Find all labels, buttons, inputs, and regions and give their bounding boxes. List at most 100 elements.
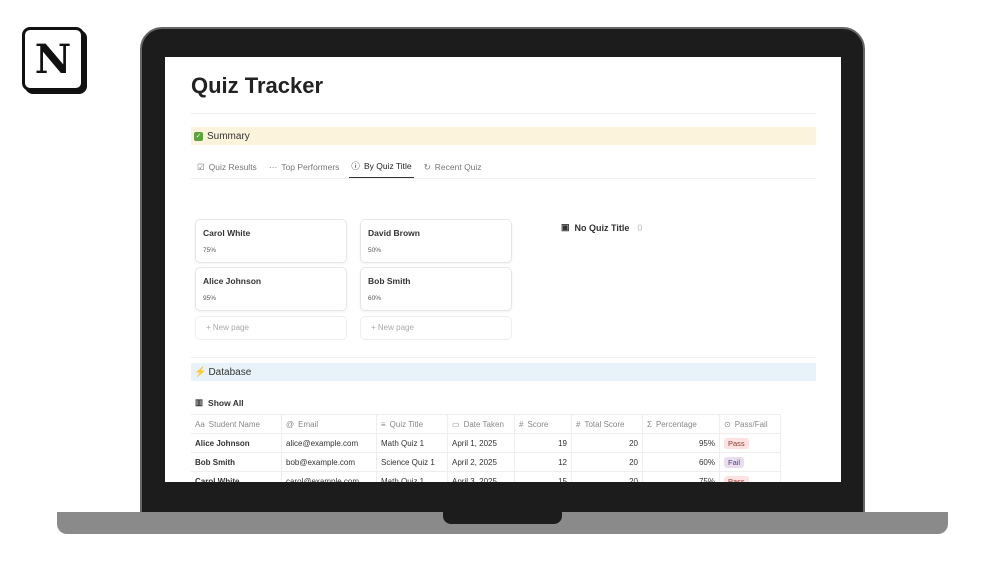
board-card[interactable]: Bob Smith 60% [360,267,512,311]
dots-icon: ··· [268,162,278,172]
card-name: David Brown [368,228,420,238]
check-icon: ✓ [194,131,203,141]
tab-label: Top Performers [281,162,340,172]
column-header[interactable]: Aa Student Name [191,414,282,434]
tab-by-quiz-title[interactable]: ⓘ By Quiz Title [349,157,414,179]
table-cell[interactable]: 20 [571,452,643,472]
view-label: Show All [208,397,244,408]
column-type-icon: ⊙ [724,419,731,429]
table-cell[interactable]: 12 [514,452,572,472]
table-cell[interactable]: Alice Johnson [191,433,282,453]
tab-label: Recent Quiz [434,162,482,172]
table-cell[interactable]: Carol White [191,471,282,482]
column-type-icon: ≡ [381,419,386,429]
database-heading[interactable]: ⚡ Database [191,363,816,381]
summary-label: Summary [207,130,250,142]
new-page-button[interactable]: + New page [195,316,347,340]
card-percentage: 50% [368,247,382,254]
page-title: Quiz Tracker [191,73,324,98]
column-label: Score [527,419,549,429]
new-page-button[interactable]: + New page [360,316,512,340]
card-percentage: 95% [203,295,217,302]
card-percentage: 75% [203,247,217,254]
table-cell[interactable]: 19 [514,433,572,453]
table-cell[interactable]: Science Quiz 1 [376,452,448,472]
refresh-icon: ↻ [423,161,431,172]
tab-recent-quiz[interactable]: ↻ Recent Quiz [422,157,484,179]
column-type-icon: # [576,419,581,429]
card-name: Alice Johnson [203,276,262,286]
table-row[interactable]: Alice Johnson alice@example.com Math Quiz … [191,433,781,453]
table-cell[interactable]: 75% [642,471,720,482]
notion-page: Quiz Tracker ✓ Summary ☑ Quiz Results ···… [165,57,841,482]
table-cell[interactable]: April 1, 2025 [447,433,515,453]
column-header[interactable]: ≡ Quiz Title [376,414,448,434]
table-row[interactable]: Bob Smith bob@example.com Science Quiz 1 Ap… [191,452,781,472]
column-type-icon: Aa [195,419,205,429]
divider [191,357,816,358]
table-cell[interactable]: carol@example.com [281,471,377,482]
table-cell[interactable]: 20 [571,471,643,482]
notion-logo: N [22,27,84,91]
new-page-label: New page [212,323,249,332]
table-cell[interactable]: Pass [719,471,781,482]
tab-top-performers[interactable]: ··· Top Performers [267,157,342,179]
table-cell[interactable]: Math Quiz 1 [376,471,448,482]
column-header[interactable]: # Total Score [571,414,643,434]
pass-fail-tag: Fail [724,456,745,468]
column-type-icon: # [519,419,524,429]
lightning-icon: ⚡ [194,366,207,378]
column-type-icon: ▭ [452,419,460,429]
new-page-label: New page [377,323,414,332]
column-label: Quiz Title [389,419,424,429]
column-label: Total Score [584,419,625,429]
table-cell[interactable]: Pass [719,433,781,453]
board-card[interactable]: David Brown 50% [360,219,512,263]
column-type-icon: @ [286,419,295,429]
table-cell[interactable]: Fail [719,452,781,472]
table-cell[interactable]: April 2, 2025 [447,452,515,472]
no-quiz-title-group[interactable]: ▣ No Quiz Title 0 [561,222,642,233]
column-label: Date Taken [463,419,504,429]
card-percentage: 60% [368,295,382,302]
group-label: No Quiz Title [574,222,630,233]
tab-quiz-results[interactable]: ☑ Quiz Results [195,157,259,179]
column-label: Percentage [655,419,697,429]
database-label: Database [208,366,252,378]
column-label: Student Name [208,419,260,429]
table-cell[interactable]: Bob Smith [191,452,282,472]
table-cell[interactable]: Math Quiz 1 [376,433,448,453]
pass-fail-tag: Pass [724,437,749,449]
column-header[interactable]: @ Email [281,414,377,434]
column-header[interactable]: Σ Percentage [642,414,720,434]
column-type-icon: Σ [647,419,652,429]
table-cell[interactable]: bob@example.com [281,452,377,472]
divider [191,113,816,114]
database-table: Aa Student Name @ Email ≡ Quiz Title ▭ Date Tak… [191,414,781,482]
summary-heading[interactable]: ✓ Summary [191,127,816,145]
pass-fail-tag: Pass [724,475,749,482]
table-cell[interactable]: 60% [642,452,720,472]
table-cell[interactable]: April 3, 2025 [447,471,515,482]
board-card[interactable]: Alice Johnson 95% [195,267,347,311]
table-cell[interactable]: 95% [642,433,720,453]
table-cell[interactable]: 15 [514,471,572,482]
tab-label: Quiz Results [208,162,257,172]
view-show-all[interactable]: ▥ Show All [195,397,244,408]
column-header[interactable]: ▭ Date Taken [447,414,515,434]
table-cell[interactable]: alice@example.com [281,433,377,453]
board-card[interactable]: Carol White 75% [195,219,347,263]
column-label: Email [298,419,319,429]
checkbox-icon: ☑ [197,161,205,172]
column-header[interactable]: # Score [514,414,572,434]
tab-label: By Quiz Title [363,161,412,171]
column-header[interactable]: ⊙ Pass/Fail [719,414,781,434]
laptop-notch [443,512,562,524]
table-cell[interactable]: 20 [571,433,643,453]
group-count: 0 [637,222,643,233]
card-name: Carol White [203,228,251,238]
table-icon: ▥ [195,397,204,407]
card-name: Bob Smith [368,276,411,286]
column-label: Pass/Fail [734,419,768,429]
